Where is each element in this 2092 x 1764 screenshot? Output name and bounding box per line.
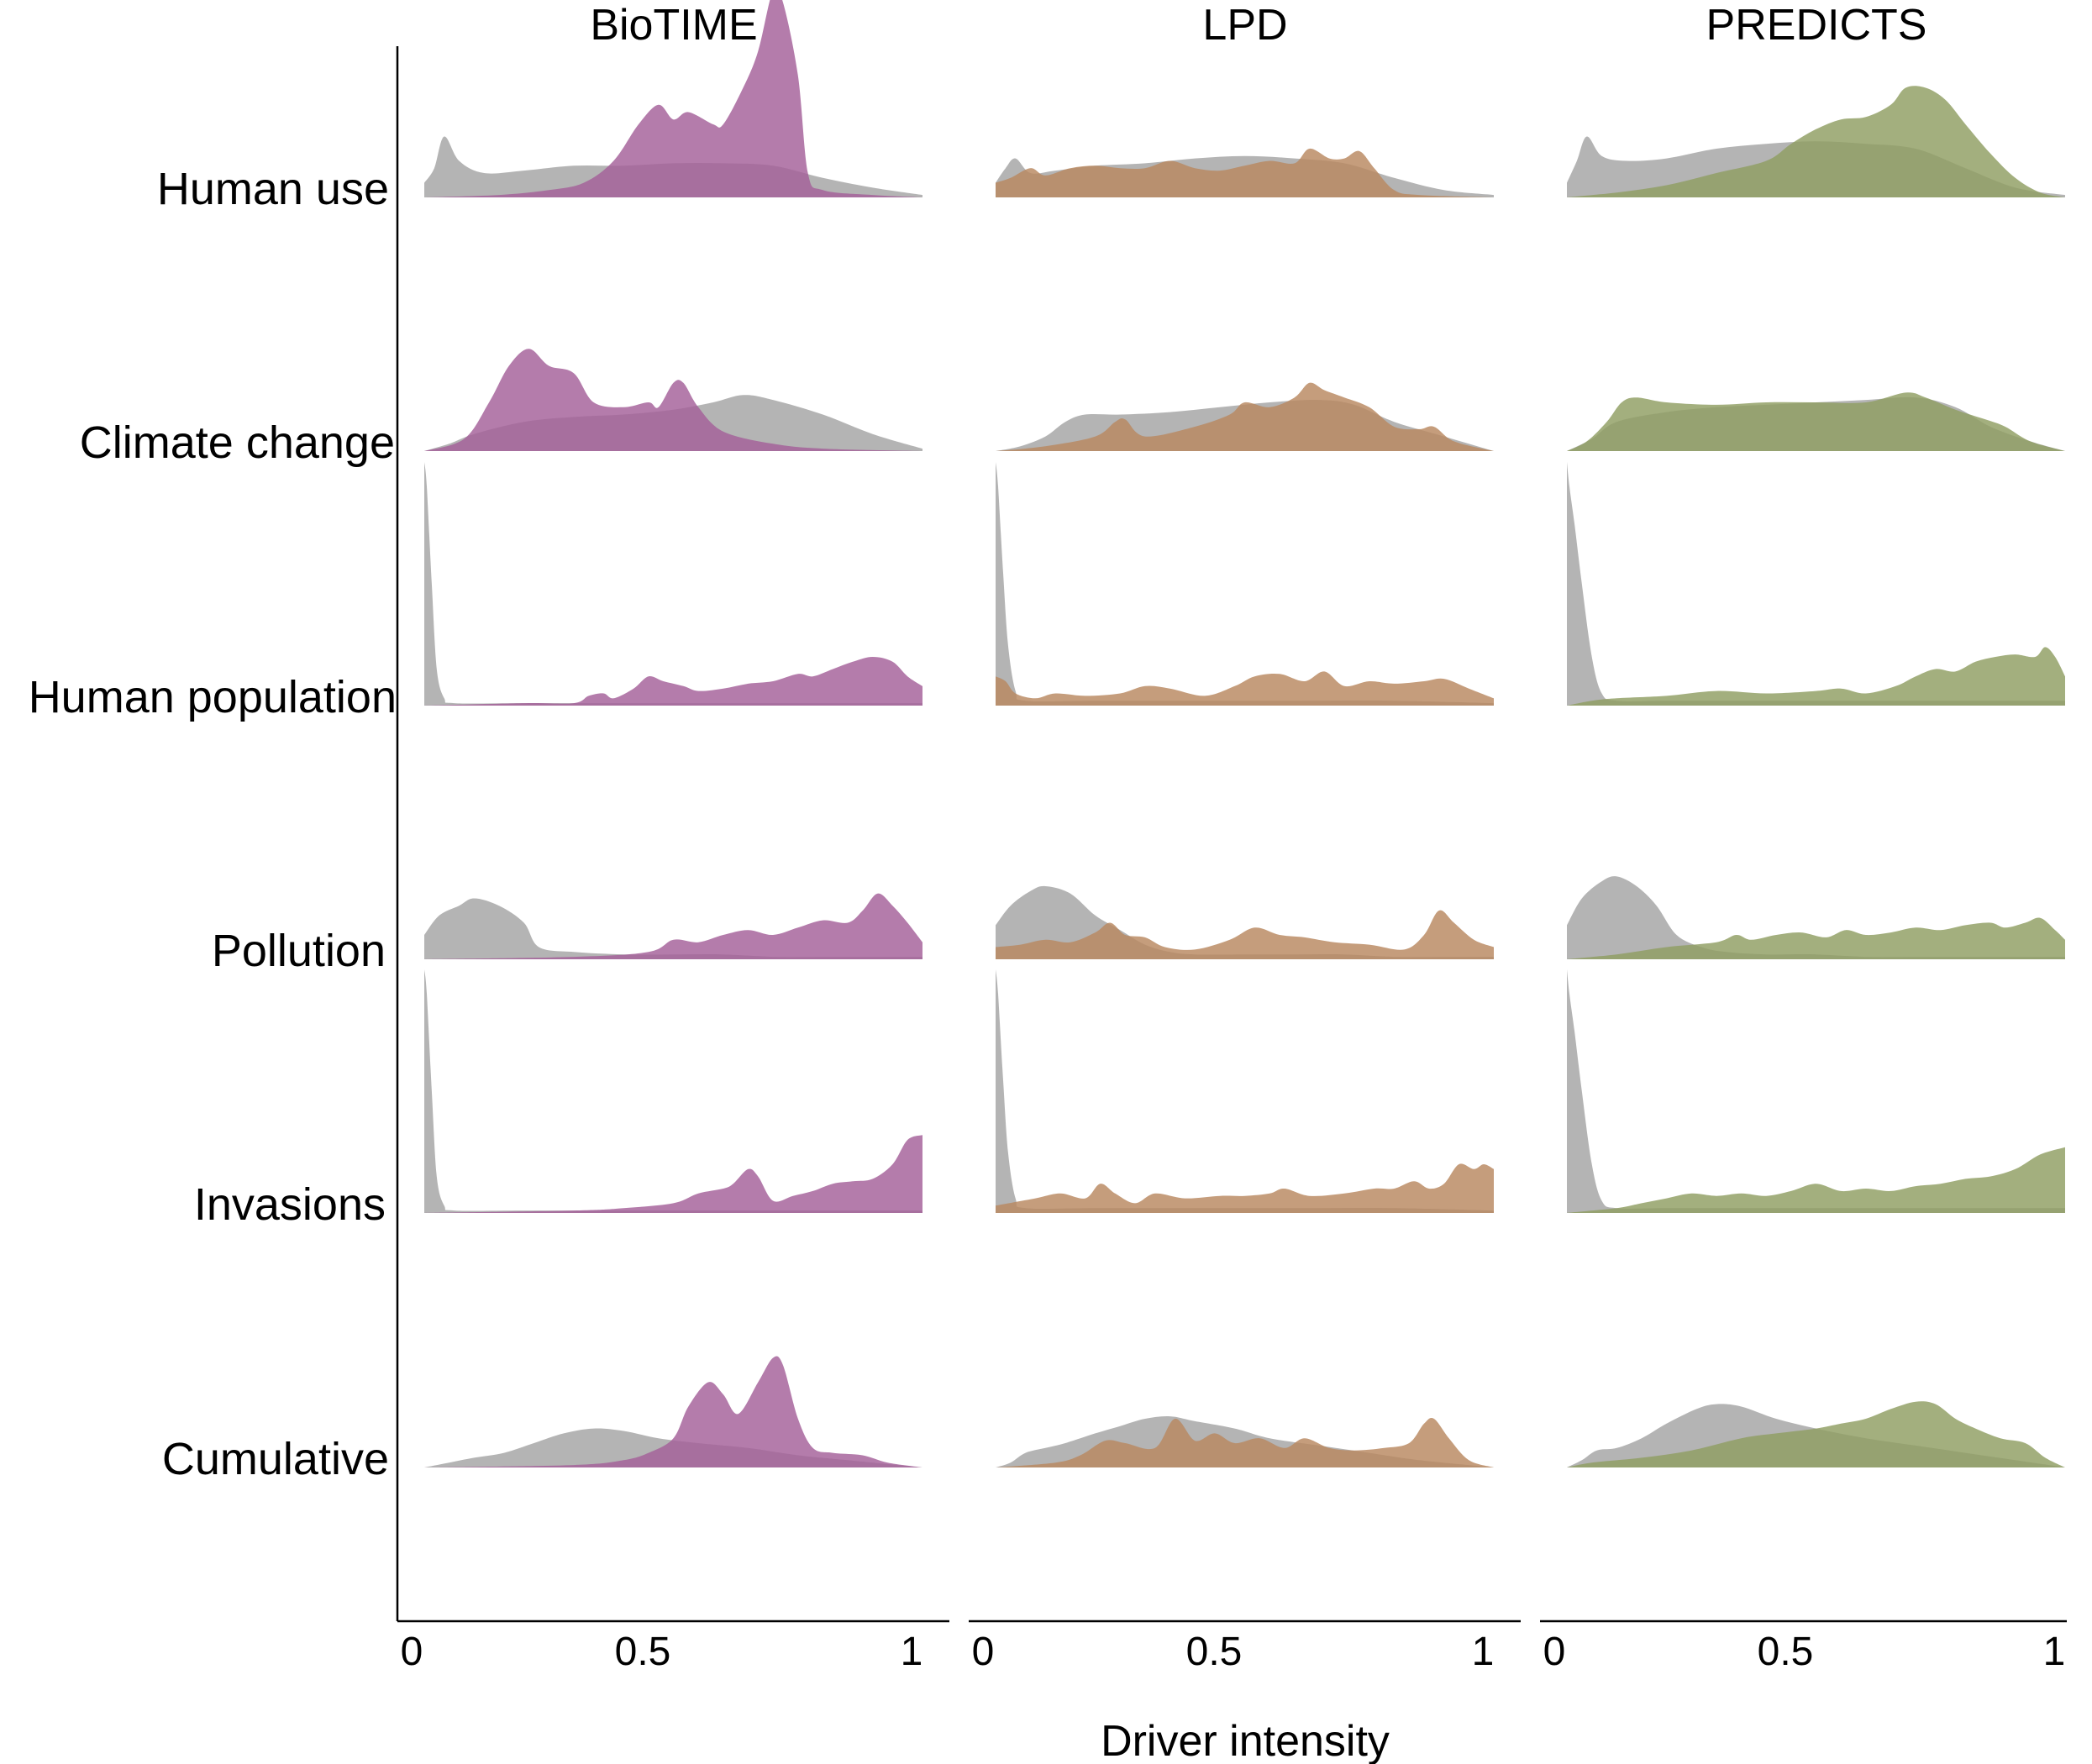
density-lpd-climate-change-colored	[996, 382, 1494, 451]
tick-label-predicts-05: 0.5	[1758, 1630, 1814, 1674]
density-layer	[424, 0, 2065, 1467]
density-predicts-pollution-colored	[1567, 917, 2065, 959]
density-lpd-invasions-grey	[996, 969, 1494, 1213]
tick-label-predicts-1: 1	[2043, 1630, 2066, 1674]
density-lpd-human-use-colored	[996, 148, 1494, 197]
density-predicts-invasions-colored	[1567, 1147, 2065, 1213]
tick-label-biotime-0: 0	[401, 1630, 423, 1674]
row-label-human-use: Human use	[157, 164, 389, 214]
density-biotime-invasions-grey	[424, 969, 922, 1213]
density-predicts-human-population-colored	[1567, 647, 2065, 706]
density-biotime-pollution-grey	[424, 898, 922, 959]
density-biotime-invasions-colored	[424, 1135, 922, 1213]
density-lpd-human-population-grey	[996, 462, 1494, 706]
panel-title-lpd: LPD	[1202, 1, 1287, 50]
tick-label-lpd-1: 1	[1472, 1630, 1495, 1674]
density-predicts-cumulative-colored	[1567, 1401, 2065, 1467]
density-lpd-cumulative-colored	[996, 1418, 1494, 1467]
row-label-climate-change: Climate change	[80, 417, 395, 468]
tick-label-predicts-0: 0	[1543, 1630, 1566, 1674]
density-predicts-climate-change-colored	[1567, 392, 2065, 451]
row-label-invasions: Invasions	[194, 1179, 386, 1230]
row-label-pollution: Pollution	[212, 926, 386, 976]
density-lpd-pollution-colored	[996, 910, 1494, 959]
density-biotime-climate-change-colored	[424, 349, 922, 451]
density-biotime-cumulative-colored	[424, 1356, 922, 1467]
density-lpd-invasions-colored	[996, 1163, 1494, 1213]
tick-label-biotime-1: 1	[901, 1630, 923, 1674]
density-predicts-invasions-grey	[1567, 969, 2065, 1213]
density-predicts-pollution-grey	[1567, 876, 2065, 959]
tick-label-lpd-0: 0	[972, 1630, 995, 1674]
tick-label-lpd-05: 0.5	[1186, 1630, 1243, 1674]
row-label-human-population: Human population	[29, 672, 397, 722]
panel-title-biotime: BioTIME	[590, 1, 757, 50]
density-biotime-pollution-colored	[424, 893, 922, 959]
density-biotime-human-population-colored	[424, 657, 922, 706]
x-axis-title: Driver intensity	[1101, 1717, 1390, 1764]
panel-title-predicts: PREDICTS	[1706, 1, 1927, 50]
density-predicts-human-use-colored	[1567, 86, 2065, 197]
density-lpd-human-population-colored	[996, 671, 1494, 706]
row-label-cumulative: Cumulative	[162, 1434, 389, 1484]
tick-label-biotime-05: 0.5	[615, 1630, 671, 1674]
density-biotime-human-use-colored	[424, 0, 922, 197]
